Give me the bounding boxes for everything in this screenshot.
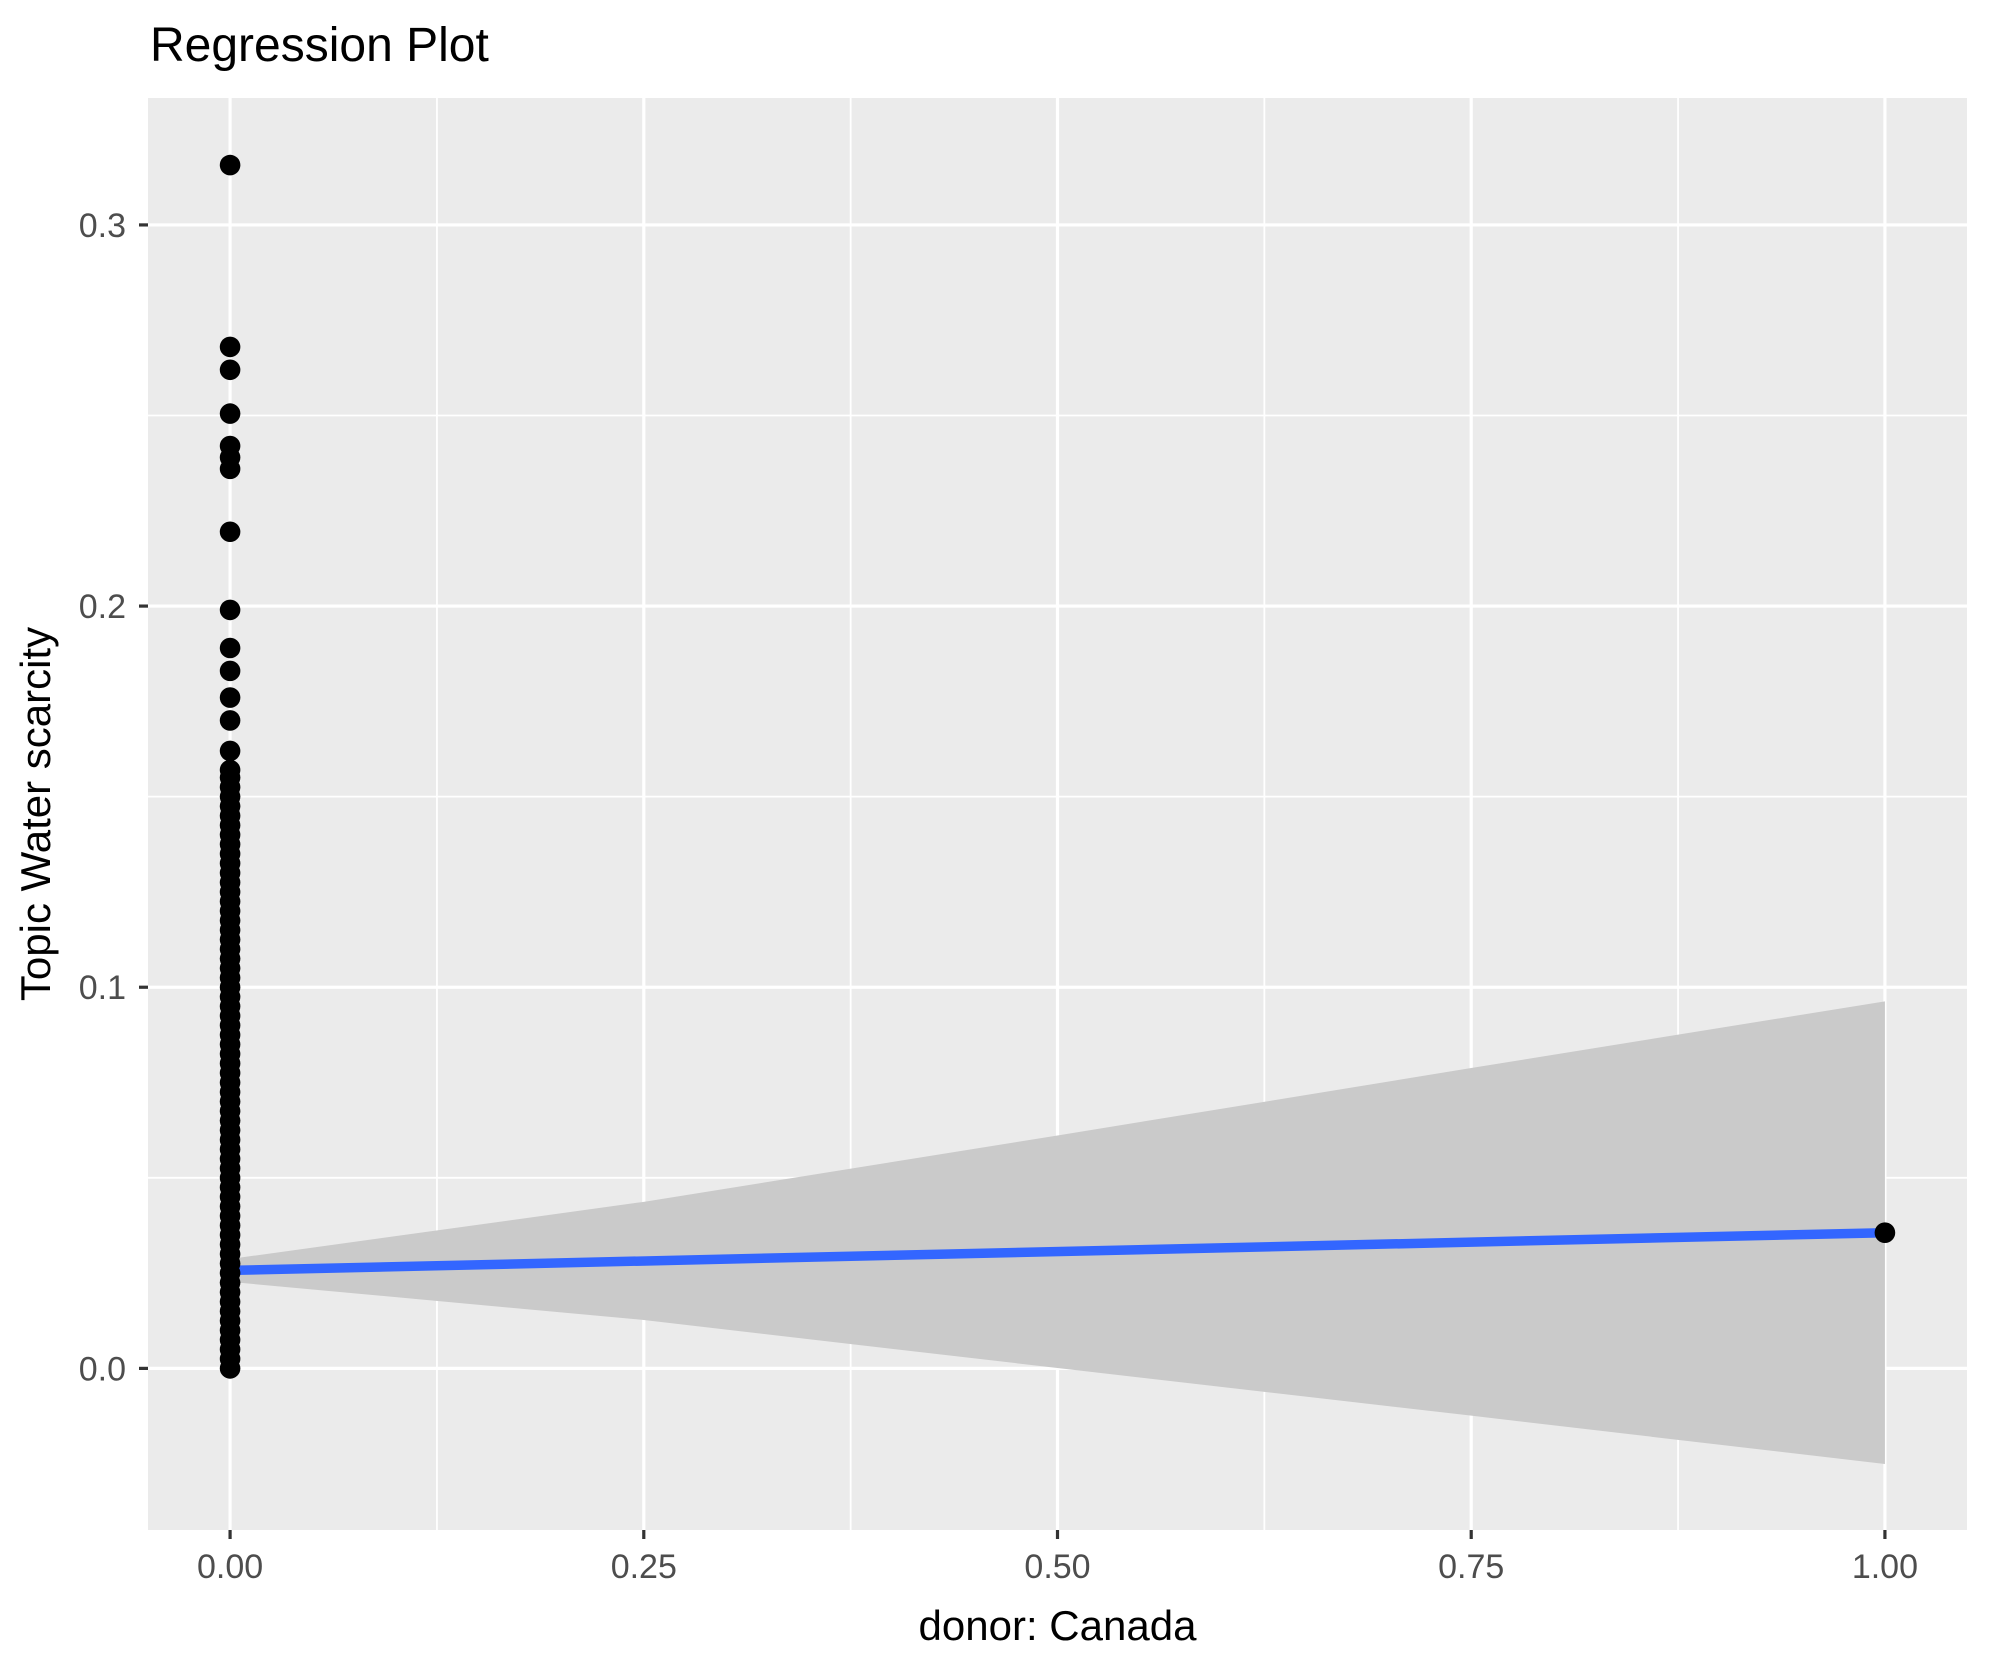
- scatter-point: [219, 521, 241, 543]
- scatter-point: [1874, 1222, 1896, 1243]
- scatter-point: [219, 759, 241, 781]
- x-axis-title: donor: Canada: [919, 1602, 1198, 1649]
- y-axis-title: Topic Water scarcity: [12, 627, 59, 1001]
- y-tick-label: 0.0: [79, 1350, 126, 1388]
- scatter-point: [219, 740, 241, 762]
- x-tick-label: 1.00: [1852, 1548, 1918, 1586]
- scatter-point: [219, 687, 241, 708]
- x-tick-label: 0.75: [1438, 1548, 1504, 1586]
- scatter-point: [219, 435, 241, 457]
- confidence-band: [230, 1001, 1885, 1465]
- scatter-point: [219, 154, 241, 176]
- x-tick-label: 0.25: [611, 1548, 677, 1586]
- regression-line: [229, 1227, 1886, 1276]
- y-tick-label: 0.2: [79, 588, 126, 626]
- chart-title: Regression Plot: [150, 19, 489, 72]
- scatter-point: [219, 599, 241, 621]
- scatter-point: [219, 710, 241, 731]
- x-tick-label: 0.00: [197, 1548, 263, 1586]
- scatter-point: [219, 359, 241, 381]
- scatter-point: [219, 403, 241, 424]
- scatter-point: [219, 637, 241, 659]
- x-tick-label: 0.50: [1024, 1548, 1090, 1586]
- scatter-point: [219, 660, 241, 682]
- scatter-point: [219, 336, 241, 358]
- y-tick-label: 0.3: [79, 207, 126, 245]
- y-tick-label: 0.1: [79, 969, 126, 1007]
